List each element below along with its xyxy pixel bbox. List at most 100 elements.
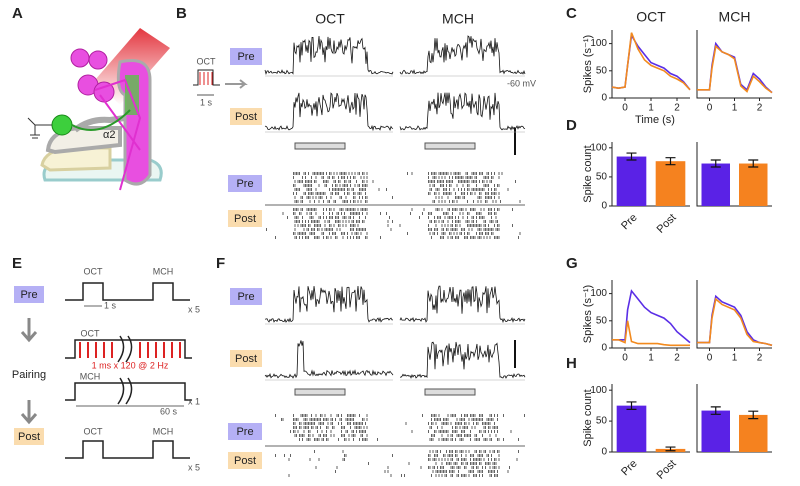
raster-row [410, 212, 497, 215]
raster-row [411, 208, 513, 211]
panel-e: Pre Pairing Post OCT MCH 1 s x 5 OCT 1 m… [12, 266, 200, 472]
raster-row [288, 458, 345, 461]
row-label: Pairing [12, 369, 46, 381]
bar [701, 163, 730, 206]
raster-row [293, 232, 368, 235]
raster-row [429, 188, 509, 191]
raster-row [281, 418, 368, 421]
odor-header: MCH [442, 11, 474, 27]
axis [696, 30, 772, 99]
series-line [697, 297, 773, 347]
raster-row [405, 422, 495, 425]
raster-row [429, 450, 519, 453]
raster-row [288, 474, 392, 477]
panel-f: Pre Post Pre Post [228, 288, 525, 469]
y-tick-label: 0 [601, 93, 607, 104]
repeat-label: x 5 [188, 304, 200, 314]
raster-row [422, 414, 525, 417]
voltage-trace [264, 92, 394, 132]
repeat-label: x 5 [188, 462, 200, 472]
voltage-trace [264, 285, 393, 323]
x-tick-label: 2 [757, 353, 763, 364]
raster-label: Pre [236, 426, 253, 438]
panel-label: E [12, 255, 22, 272]
raster-row [314, 450, 344, 453]
raster-row [429, 184, 500, 187]
duration-label: 1 s [200, 97, 213, 107]
axis [611, 280, 690, 349]
raster-row [408, 462, 497, 465]
panel-label: D [566, 117, 577, 134]
condition-label: Pre [237, 51, 254, 63]
raster-row [294, 188, 387, 191]
x-tick-label: Pre [619, 458, 640, 479]
raster-row [407, 172, 503, 175]
raster-row [290, 430, 366, 433]
raster-row [429, 438, 519, 441]
raster-row [294, 196, 393, 199]
row-label: Pre [20, 289, 37, 301]
raster-row [293, 422, 366, 425]
raster-row [294, 224, 389, 227]
odor-label: OCT [81, 328, 101, 338]
raster-row [428, 228, 500, 231]
x-tick-label: 1 [648, 103, 654, 114]
odor-label: MCH [80, 371, 101, 381]
panel-label: B [176, 5, 187, 22]
error-bar [626, 152, 637, 161]
chart-title: MCH [719, 9, 751, 25]
bar [739, 163, 768, 206]
y-axis-label: Spikes (s⁻¹) [582, 285, 594, 343]
duration-label: 1 s [104, 300, 117, 310]
y-axis-label: Spike count [582, 145, 594, 202]
raster-row [293, 184, 368, 187]
series-line [611, 33, 691, 91]
error-bar [748, 159, 759, 168]
x-tick-label: Post [655, 458, 679, 482]
x-tick-label: 1 [732, 103, 738, 114]
voltage-trace [264, 340, 394, 379]
raster-row [429, 426, 498, 429]
raster-row [411, 430, 512, 433]
y-tick-label: 0 [601, 447, 607, 458]
x-tick-label: 0 [707, 353, 713, 364]
raster-row [428, 180, 516, 183]
row-label: Post [18, 431, 40, 443]
panel-label: H [566, 355, 577, 372]
raster-row [294, 434, 368, 437]
odor-label: OCT [84, 426, 104, 436]
raster-row [401, 474, 498, 477]
condition-label: Post [235, 111, 257, 123]
voltage-trace [399, 285, 526, 324]
axis [696, 280, 772, 349]
raster-row [420, 466, 510, 469]
series-line [611, 32, 691, 91]
bar [739, 414, 768, 452]
condition-box [230, 48, 262, 65]
condition-box [230, 108, 262, 125]
odor-label: OCT [84, 266, 104, 276]
error-bar [748, 410, 759, 420]
bar [701, 410, 730, 452]
raster-row [428, 454, 500, 457]
raster-row [282, 212, 387, 215]
brain-diagram: α2 [27, 28, 170, 191]
raster-row [428, 458, 518, 461]
series-line [612, 289, 691, 344]
x-tick-label: 0 [622, 103, 628, 114]
raster-label: Pre [236, 178, 253, 190]
duration-label: 60 s [160, 406, 178, 416]
raster-row [293, 176, 368, 179]
raster-row [294, 220, 393, 223]
y-tick-label: 100 [590, 288, 607, 299]
bar [616, 405, 647, 452]
x-axis-label: Time (s) [635, 114, 675, 126]
raster-row [275, 236, 381, 239]
x-tick-label: 1 [648, 353, 654, 364]
raster-row [275, 414, 368, 417]
error-bar [710, 406, 721, 415]
bar [655, 161, 686, 206]
chart-title: OCT [636, 9, 666, 25]
panel-label: G [566, 255, 578, 272]
